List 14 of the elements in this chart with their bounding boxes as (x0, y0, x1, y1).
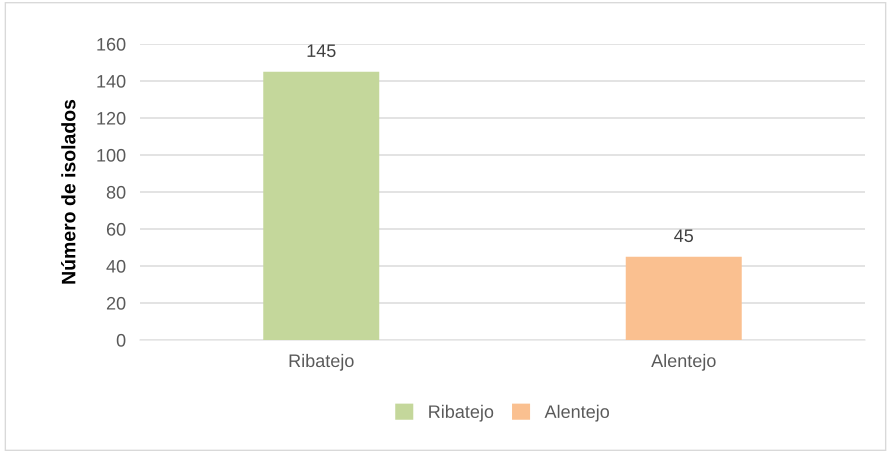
y-tick-label: 40 (106, 260, 126, 273)
y-tick-label: 60 (106, 222, 126, 236)
y-tick-label: 0 (116, 334, 126, 347)
y-tick-label: 120 (97, 112, 126, 125)
legend-label: Alentejo (544, 404, 610, 422)
y-tick-label: 80 (106, 186, 126, 199)
legend-label: Ribatejo (429, 404, 494, 422)
y-axis-title: Número de isolados (61, 100, 76, 284)
y-tick-label: 140 (97, 74, 126, 88)
data-label: 145 (308, 44, 336, 58)
y-tick-label: 100 (97, 148, 126, 162)
data-label: 45 (674, 229, 694, 242)
y-tick-label: 20 (106, 296, 126, 310)
y-tick-label: 160 (97, 38, 126, 51)
